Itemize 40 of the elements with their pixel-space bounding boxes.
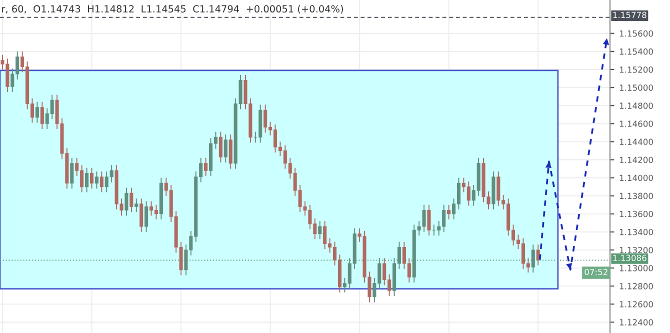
candlestick xyxy=(144,200,148,232)
candlestick xyxy=(228,134,232,170)
y-tick-label: 1.13600 xyxy=(620,210,653,218)
y-tick-label: 1.12800 xyxy=(620,283,653,290)
candlestick xyxy=(90,167,94,190)
candlestick xyxy=(124,187,128,216)
y-tick-label: 1.15200 xyxy=(620,66,653,73)
candlestick xyxy=(35,101,39,124)
candlestick xyxy=(204,157,208,176)
candlestick xyxy=(134,198,138,213)
y-tick-label: 1.13200 xyxy=(620,246,653,254)
annotation: r, 60, O1.14743 H1.14812 L1.14545 C1.14794 +0.00051 (+0.04%) xyxy=(2,5,343,14)
candlestick xyxy=(318,220,322,240)
y-tick-label: 1.12600 xyxy=(620,301,653,308)
y-tick-label: 1.13000 xyxy=(620,265,653,272)
candlestick xyxy=(130,187,134,213)
annotation: 07:52 xyxy=(584,268,608,276)
y-tick-label: 1.15000 xyxy=(620,84,653,91)
y-tick-label: 1.13800 xyxy=(620,192,653,200)
y-tick-label: 1.15600 xyxy=(620,30,653,37)
y-tick-label: 1.13400 xyxy=(620,228,653,236)
y-tick-label: 1.14800 xyxy=(620,102,653,109)
candlestick xyxy=(218,131,222,163)
y-tick-label: 1.14000 xyxy=(620,174,653,182)
candlestick xyxy=(100,170,104,193)
candlestick xyxy=(40,101,44,130)
y-tick-label: 1.14600 xyxy=(620,120,653,127)
y-tick-label: 1.14200 xyxy=(620,156,653,164)
ref-line-label: 1.13086 xyxy=(613,254,646,262)
y-tick-label: 1.14400 xyxy=(620,138,653,145)
candlestick xyxy=(447,204,451,220)
candlestick xyxy=(224,134,228,163)
y-tick-label: 1.12400 xyxy=(620,319,653,326)
candlestick xyxy=(85,167,89,193)
candlestick xyxy=(427,204,431,236)
candlestick xyxy=(70,157,74,190)
candlestick xyxy=(94,170,98,190)
ref-line-label: 1.15778 xyxy=(613,12,646,18)
candlestick xyxy=(140,198,144,232)
y-tick-label: 1.15400 xyxy=(620,48,653,55)
